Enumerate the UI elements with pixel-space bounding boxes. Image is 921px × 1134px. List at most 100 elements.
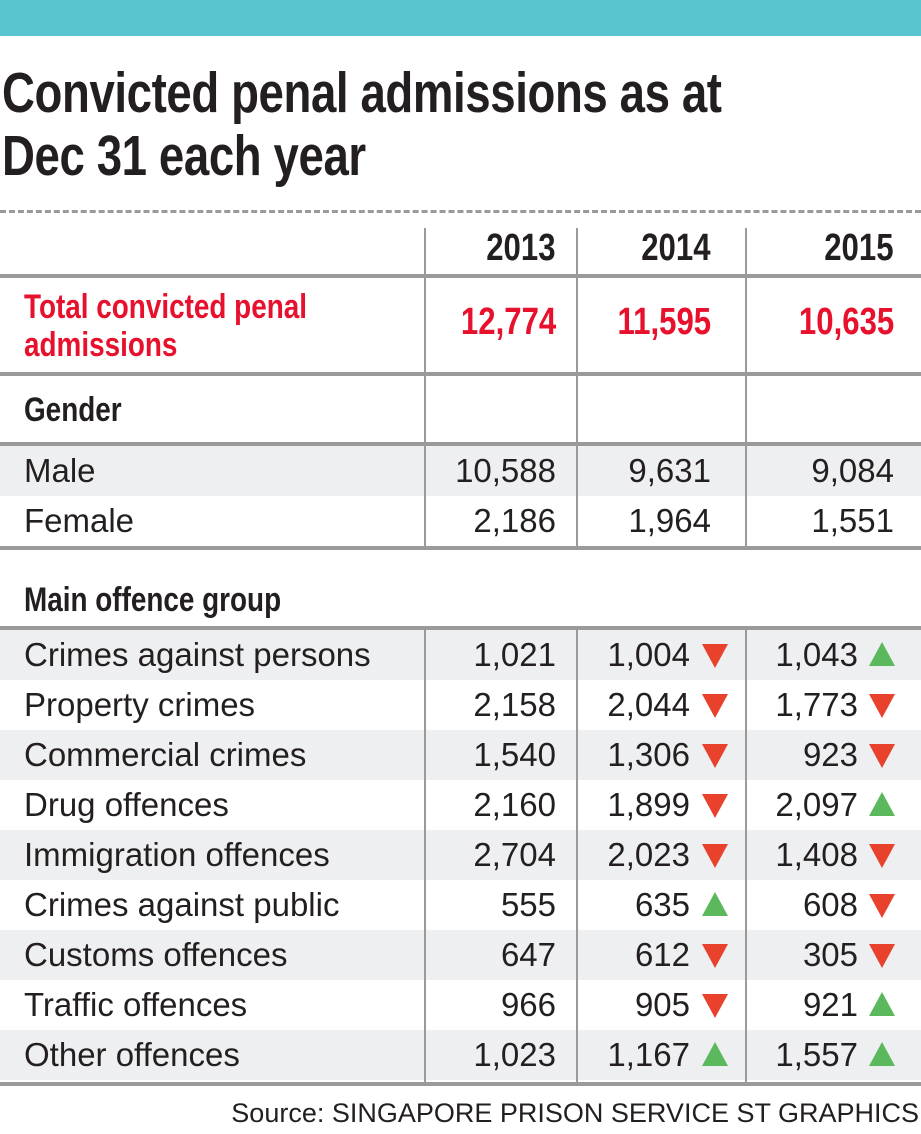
value-2013: 2,158 [473, 686, 556, 723]
down-arrow-icon [869, 744, 895, 768]
table-row: Male 10,588 9,631 9,084 [0, 446, 921, 496]
value-2013: 966 [500, 986, 556, 1023]
table-row: Crimes against persons 1,021 1,004 1,043 [0, 630, 921, 680]
column-divider [424, 228, 426, 548]
value-2014: 1,964 [628, 502, 711, 539]
value-2013: 2,704 [473, 836, 556, 873]
value-2015: 921 [802, 986, 858, 1023]
value-2015: 9,084 [811, 452, 894, 489]
value-2014: 905 [634, 986, 690, 1023]
total-2013: 12,774 [460, 301, 556, 343]
column-header-2014: 2014 [641, 227, 711, 269]
value-2013: 2,186 [473, 502, 556, 539]
table-row: Immigration offences 2,704 2,023 1,408 [0, 830, 921, 880]
value-2015: 2,097 [775, 786, 858, 823]
column-divider [745, 628, 747, 1084]
column-header-2015: 2015 [824, 227, 894, 269]
value-2014: 612 [634, 936, 690, 973]
table-row: Property crimes 2,158 2,044 1,773 [0, 680, 921, 730]
chart-title: Convicted penal admissions as at Dec 31 … [2, 62, 921, 188]
down-arrow-icon [869, 694, 895, 718]
offence-heading: Main offence group [24, 581, 282, 619]
value-2014: 635 [634, 886, 690, 923]
value-2014: 1,167 [607, 1036, 690, 1073]
up-arrow-icon [702, 892, 728, 916]
row-label: Commercial crimes [24, 736, 307, 773]
up-arrow-icon [869, 1042, 895, 1066]
up-arrow-icon [869, 642, 895, 666]
value-2014: 1,004 [607, 636, 690, 673]
value-2013: 1,021 [473, 636, 556, 673]
title-line-2: Dec 31 each year [2, 124, 366, 188]
down-arrow-icon [702, 694, 728, 718]
divider [0, 1082, 921, 1086]
value-2014: 2,023 [607, 836, 690, 873]
column-header-2013: 2013 [486, 227, 556, 269]
down-arrow-icon [869, 944, 895, 968]
up-arrow-icon [869, 992, 895, 1016]
down-arrow-icon [702, 744, 728, 768]
up-arrow-icon [869, 792, 895, 816]
divider [0, 274, 921, 278]
divider [0, 546, 921, 550]
row-label: Male [24, 452, 96, 489]
title-line-1: Convicted penal admissions as at [2, 61, 722, 125]
source-note: Source: SINGAPORE PRISON SERVICE ST GRAP… [231, 1098, 919, 1128]
row-label: Property crimes [24, 686, 256, 723]
value-2015: 1,557 [775, 1036, 858, 1073]
value-2014: 1,899 [607, 786, 690, 823]
row-label: Immigration offences [24, 836, 330, 873]
column-divider [424, 628, 426, 1084]
table-row: Other offences 1,023 1,167 1,557 [0, 1030, 921, 1080]
total-2014: 11,595 [617, 301, 711, 343]
row-label: Traffic offences [24, 986, 248, 1023]
value-2014: 9,631 [628, 452, 711, 489]
total-label: Total convicted penal admissions [24, 288, 307, 364]
value-2013: 555 [500, 886, 556, 923]
value-2015: 305 [802, 936, 858, 973]
table-row: Traffic offences 966 905 921 [0, 980, 921, 1030]
value-2013: 1,023 [473, 1036, 556, 1073]
table-row: Female 2,186 1,964 1,551 [0, 496, 921, 546]
total-2015: 10,635 [798, 301, 894, 343]
value-2014: 2,044 [607, 686, 690, 723]
value-2013: 1,540 [473, 736, 556, 773]
row-label: Drug offences [24, 786, 229, 823]
row-label: Customs offences [24, 936, 288, 973]
down-arrow-icon [869, 894, 895, 918]
row-label: Crimes against persons [24, 636, 371, 673]
down-arrow-icon [702, 844, 728, 868]
row-label: Crimes against public [24, 886, 340, 923]
value-2014: 1,306 [607, 736, 690, 773]
table-row: Commercial crimes 1,540 1,306 923 [0, 730, 921, 780]
up-arrow-icon [702, 1042, 728, 1066]
value-2015: 1,551 [811, 502, 894, 539]
down-arrow-icon [702, 944, 728, 968]
dashed-divider [0, 210, 921, 213]
value-2015: 923 [802, 736, 858, 773]
gender-heading: Gender [24, 391, 122, 429]
value-2015: 1,043 [775, 636, 858, 673]
divider [0, 442, 921, 446]
column-divider [576, 628, 578, 1084]
down-arrow-icon [702, 794, 728, 818]
row-label: Other offences [24, 1036, 240, 1073]
value-2013: 2,160 [473, 786, 556, 823]
down-arrow-icon [869, 844, 895, 868]
column-divider [576, 228, 578, 548]
down-arrow-icon [702, 644, 728, 668]
row-label: Female [24, 502, 135, 539]
value-2015: 608 [802, 886, 858, 923]
table-row: Drug offences 2,160 1,899 2,097 [0, 780, 921, 830]
down-arrow-icon [702, 994, 728, 1018]
divider [0, 626, 921, 630]
value-2015: 1,773 [775, 686, 858, 723]
accent-bar [0, 0, 921, 36]
table-row: Customs offences 647 612 305 [0, 930, 921, 980]
divider [0, 372, 921, 376]
value-2013: 10,588 [455, 452, 556, 489]
value-2013: 647 [500, 936, 556, 973]
table-row: Crimes against public 555 635 608 [0, 880, 921, 930]
column-divider [745, 228, 747, 548]
value-2015: 1,408 [775, 836, 858, 873]
